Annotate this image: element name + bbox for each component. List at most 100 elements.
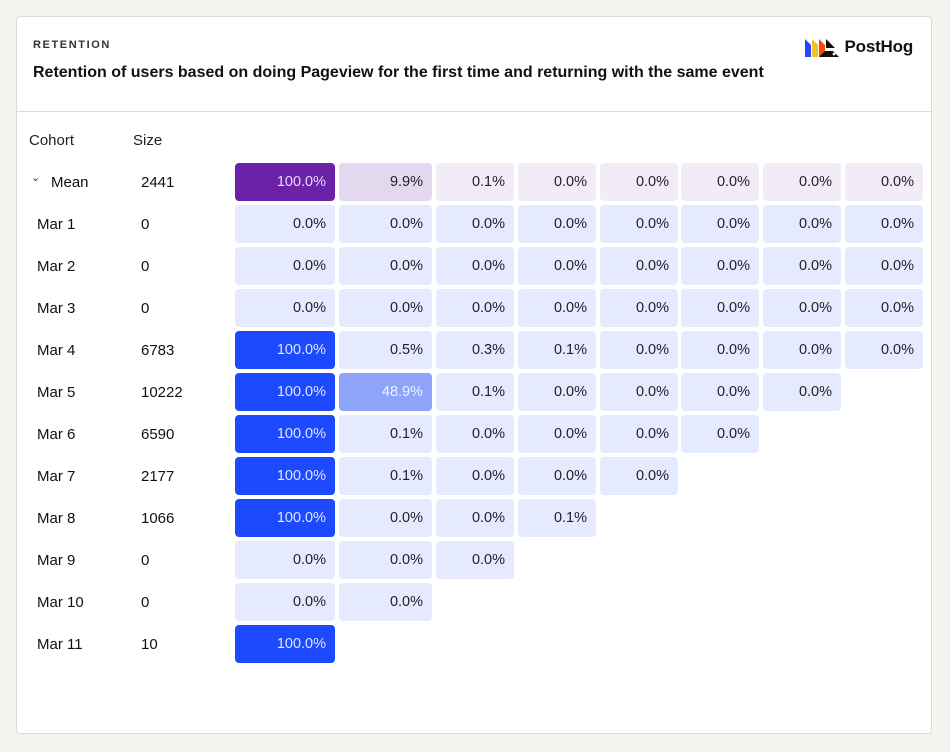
retention-cell[interactable]: 0.0%: [339, 499, 432, 537]
card-header: RETENTION Retention of users based on do…: [17, 17, 931, 112]
posthog-logo[interactable]: PostHog: [804, 37, 914, 57]
retention-cell[interactable]: 0.0%: [518, 289, 596, 327]
retention-cell[interactable]: 0.1%: [518, 499, 596, 537]
retention-cell[interactable]: 0.0%: [339, 247, 432, 285]
retention-cell[interactable]: 0.1%: [436, 163, 514, 201]
cohort-label: Mar 5: [37, 384, 76, 401]
retention-cell[interactable]: 0.0%: [339, 289, 432, 327]
cohort-label: Mar 6: [37, 426, 76, 443]
retention-cell[interactable]: 100.0%: [235, 625, 335, 663]
retention-cell[interactable]: 0.0%: [681, 331, 759, 369]
retention-cell[interactable]: 0.0%: [518, 373, 596, 411]
retention-cell[interactable]: 0.0%: [845, 163, 923, 201]
retention-cell[interactable]: 0.0%: [845, 289, 923, 327]
retention-cell[interactable]: 0.0%: [763, 247, 841, 285]
retention-cell[interactable]: 0.0%: [436, 499, 514, 537]
retention-cell[interactable]: 0.0%: [600, 289, 678, 327]
cohort-size: 6783: [141, 342, 175, 359]
cohort-size: 1066: [141, 510, 175, 527]
retention-card: RETENTION Retention of users based on do…: [16, 16, 932, 734]
cohort-size: 2441: [141, 174, 175, 191]
cohort-size: 0: [141, 258, 150, 275]
posthog-hedgehog-icon: [804, 39, 839, 57]
retention-cell[interactable]: 0.0%: [436, 205, 514, 243]
cohort-size: 0: [141, 594, 150, 611]
retention-cell[interactable]: 0.0%: [845, 205, 923, 243]
cohort-label: Mar 2: [37, 258, 76, 275]
retention-cell[interactable]: 9.9%: [339, 163, 432, 201]
expand-chevron-icon[interactable]: ⌄: [31, 172, 41, 184]
retention-cell[interactable]: 0.0%: [436, 541, 514, 579]
retention-cell[interactable]: 0.1%: [339, 457, 432, 495]
retention-cell[interactable]: 100.0%: [235, 499, 335, 537]
cohort-label: Mar 7: [37, 468, 76, 485]
retention-cell[interactable]: 0.0%: [339, 541, 432, 579]
retention-cell[interactable]: 0.0%: [845, 331, 923, 369]
retention-cell[interactable]: 0.3%: [436, 331, 514, 369]
retention-cell[interactable]: 100.0%: [235, 331, 335, 369]
cohort-label: Mar 4: [37, 342, 76, 359]
cohort-label: Mar 9: [37, 552, 76, 569]
cohort-size: 2177: [141, 468, 175, 485]
retention-cell[interactable]: 0.0%: [235, 205, 335, 243]
retention-cell[interactable]: 100.0%: [235, 415, 335, 453]
retention-cell[interactable]: 0.0%: [436, 247, 514, 285]
retention-cell[interactable]: 0.0%: [600, 415, 678, 453]
retention-cell[interactable]: 0.0%: [339, 583, 432, 621]
retention-cell[interactable]: 0.0%: [436, 457, 514, 495]
retention-cell[interactable]: 0.0%: [681, 163, 759, 201]
retention-cell[interactable]: 0.0%: [339, 205, 432, 243]
retention-cell[interactable]: 0.0%: [763, 205, 841, 243]
retention-table: ⌄ Mean 2441 100.0% 9.9% 0.1% 0.0% 0.0% 0.0% 0.0% 0…: [17, 17, 933, 735]
retention-cell[interactable]: 0.0%: [681, 415, 759, 453]
mean-row-label[interactable]: Mean: [51, 174, 89, 191]
retention-cell[interactable]: 0.0%: [600, 331, 678, 369]
retention-cell[interactable]: 0.0%: [235, 289, 335, 327]
column-header-size[interactable]: Size: [133, 132, 163, 149]
retention-cell[interactable]: 0.0%: [518, 163, 596, 201]
retention-cell[interactable]: 0.0%: [763, 163, 841, 201]
cohort-label: Mar 3: [37, 300, 76, 317]
retention-cell[interactable]: 48.9%: [339, 373, 432, 411]
retention-cell[interactable]: 0.0%: [235, 583, 335, 621]
insight-type-label: RETENTION: [33, 39, 111, 51]
retention-cell[interactable]: 0.0%: [600, 457, 678, 495]
retention-cell[interactable]: 0.0%: [845, 247, 923, 285]
retention-cell[interactable]: 0.0%: [763, 289, 841, 327]
cohort-size: 0: [141, 300, 150, 317]
retention-cell[interactable]: 0.0%: [436, 415, 514, 453]
retention-cell[interactable]: 0.0%: [518, 457, 596, 495]
retention-cell[interactable]: 0.0%: [235, 247, 335, 285]
retention-cell[interactable]: 0.0%: [436, 289, 514, 327]
column-header-cohort[interactable]: Cohort: [29, 132, 75, 149]
retention-cell[interactable]: 0.0%: [518, 415, 596, 453]
retention-cell[interactable]: 0.1%: [339, 415, 432, 453]
retention-cell[interactable]: 100.0%: [235, 373, 335, 411]
cohort-size: 0: [141, 552, 150, 569]
retention-cell[interactable]: 0.1%: [436, 373, 514, 411]
retention-cell[interactable]: 0.0%: [518, 247, 596, 285]
cohort-size: 6590: [141, 426, 175, 443]
retention-cell[interactable]: 0.0%: [681, 247, 759, 285]
retention-cell[interactable]: 0.0%: [763, 331, 841, 369]
retention-cell[interactable]: 0.0%: [681, 373, 759, 411]
retention-cell[interactable]: 0.0%: [600, 163, 678, 201]
retention-cell[interactable]: 0.0%: [600, 205, 678, 243]
cohort-label: Mar 10: [37, 594, 84, 611]
retention-cell[interactable]: 0.0%: [600, 247, 678, 285]
retention-cell[interactable]: 0.5%: [339, 331, 432, 369]
cohort-label: Mar 8: [37, 510, 76, 527]
retention-cell[interactable]: 0.1%: [518, 331, 596, 369]
retention-cell[interactable]: 100.0%: [235, 163, 335, 201]
retention-cell[interactable]: 0.0%: [681, 289, 759, 327]
retention-cell[interactable]: 0.0%: [235, 541, 335, 579]
retention-cell[interactable]: 100.0%: [235, 457, 335, 495]
retention-cell[interactable]: 0.0%: [763, 373, 841, 411]
cohort-size: 10: [141, 636, 158, 653]
cohort-size: 10222: [141, 384, 183, 401]
cohort-label: Mar 1: [37, 216, 76, 233]
logo-wordmark: PostHog: [844, 37, 914, 56]
retention-cell[interactable]: 0.0%: [600, 373, 678, 411]
retention-cell[interactable]: 0.0%: [681, 205, 759, 243]
retention-cell[interactable]: 0.0%: [518, 205, 596, 243]
